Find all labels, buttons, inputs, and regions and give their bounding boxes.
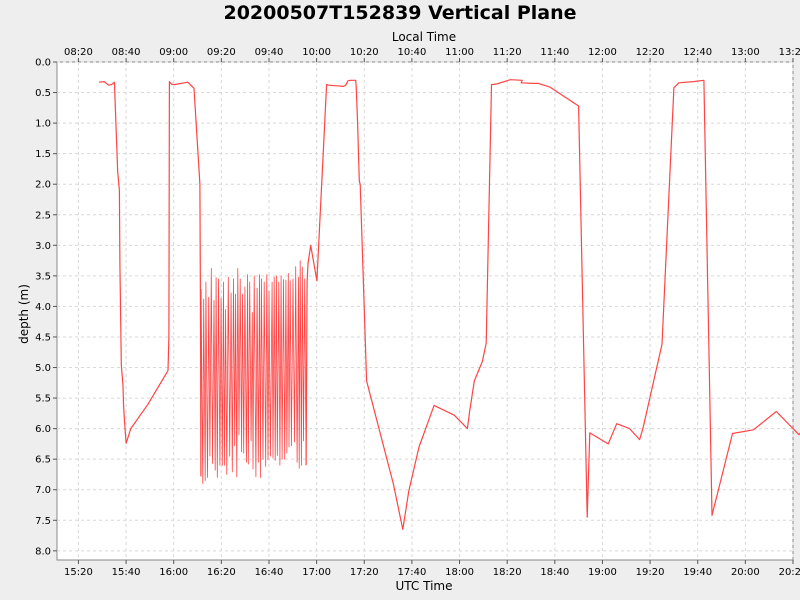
x-tick-label: 16:00 [159, 567, 188, 578]
x2-tick-label: 11:40 [540, 47, 569, 58]
x2-tick-label: 11:20 [493, 47, 522, 58]
y-tick-label: 4.0 [35, 302, 51, 313]
x2-tick-label: 12:40 [683, 47, 712, 58]
y-tick-label: 3.5 [35, 271, 51, 282]
y-tick-label: 0.0 [35, 58, 51, 69]
y-tick-label: 5.5 [35, 394, 51, 405]
y-tick-label: 1.0 [35, 119, 51, 130]
y-tick-label: 1.5 [35, 149, 51, 160]
y-tick-label: 2.0 [35, 180, 51, 191]
x-tick-label: 16:40 [255, 567, 284, 578]
x2-tick-label: 12:20 [636, 47, 665, 58]
x-tick-label: 17:40 [397, 567, 426, 578]
x-tick-label: 15:40 [112, 567, 141, 578]
x-tick-label: 20:00 [731, 567, 760, 578]
x-tick-label: 19:40 [683, 567, 712, 578]
y-tick-label: 3.0 [35, 241, 51, 252]
y-tick-label: 7.0 [35, 485, 51, 496]
x2-tick-label: 13:00 [731, 47, 760, 58]
depth-series-line-1 [98, 80, 202, 477]
x2-tick-label: 09:40 [255, 47, 284, 58]
x2-tick-label: 11:00 [445, 47, 474, 58]
x2-tick-label: 08:20 [64, 47, 93, 58]
x-tick-label: 18:20 [493, 567, 522, 578]
y-tick-label: 4.5 [35, 332, 51, 343]
x-tick-label: 20:20 [779, 567, 800, 578]
x2-axis: 08:20 08:40 09:00 09:20 09:40 10:00 10:20 10:40… [64, 47, 800, 62]
y-tick-label: 2.5 [35, 210, 51, 221]
plot-area [56, 61, 794, 561]
x2-tick-label: 13:20 [779, 47, 800, 58]
x-axis-title: UTC Time [396, 579, 453, 593]
x-axis: 15:20 15:40 16:00 16:20 16:40 17:00 17:20 17:40… [64, 560, 800, 578]
x-tick-label: 17:20 [350, 567, 379, 578]
series-layer [98, 79, 800, 531]
x-tick-label: 16:20 [207, 567, 236, 578]
y-tick-label: 6.5 [35, 455, 51, 466]
y-tick-label: 6.0 [35, 424, 51, 435]
x2-tick-label: 10:40 [397, 47, 426, 58]
y-tick-label: 7.5 [35, 516, 51, 527]
depth-series-line-3 [305, 79, 800, 531]
chart-title: 20200507T152839 Vertical Plane [223, 2, 576, 24]
y-tick-label: 0.5 [35, 88, 51, 99]
x2-tick-label: 10:20 [350, 47, 379, 58]
x-tick-label: 19:00 [588, 567, 617, 578]
x2-axis-title: Local Time [392, 30, 456, 44]
x-tick-label: 19:20 [636, 567, 665, 578]
x2-tick-label: 08:40 [112, 47, 141, 58]
x2-tick-label: 09:00 [159, 47, 188, 58]
x-tick-label: 17:00 [302, 567, 331, 578]
y-axis: 0.0 0.5 1.0 1.5 2.0 2.5 3.0 3.5 4.0 4.5 5.0 5.5 6.0 6… [35, 58, 57, 557]
depth-series-line-2 [200, 260, 307, 485]
x-tick-label: 18:00 [445, 567, 474, 578]
x2-tick-label: 10:00 [302, 47, 331, 58]
x-tick-label: 15:20 [64, 567, 93, 578]
x-tick-label: 18:40 [540, 567, 569, 578]
y-axis-title: depth (m) [17, 284, 31, 344]
y-tick-label: 5.0 [35, 363, 51, 374]
x2-tick-label: 12:00 [588, 47, 617, 58]
x2-tick-label: 09:20 [207, 47, 236, 58]
y-tick-label: 8.0 [35, 546, 51, 557]
